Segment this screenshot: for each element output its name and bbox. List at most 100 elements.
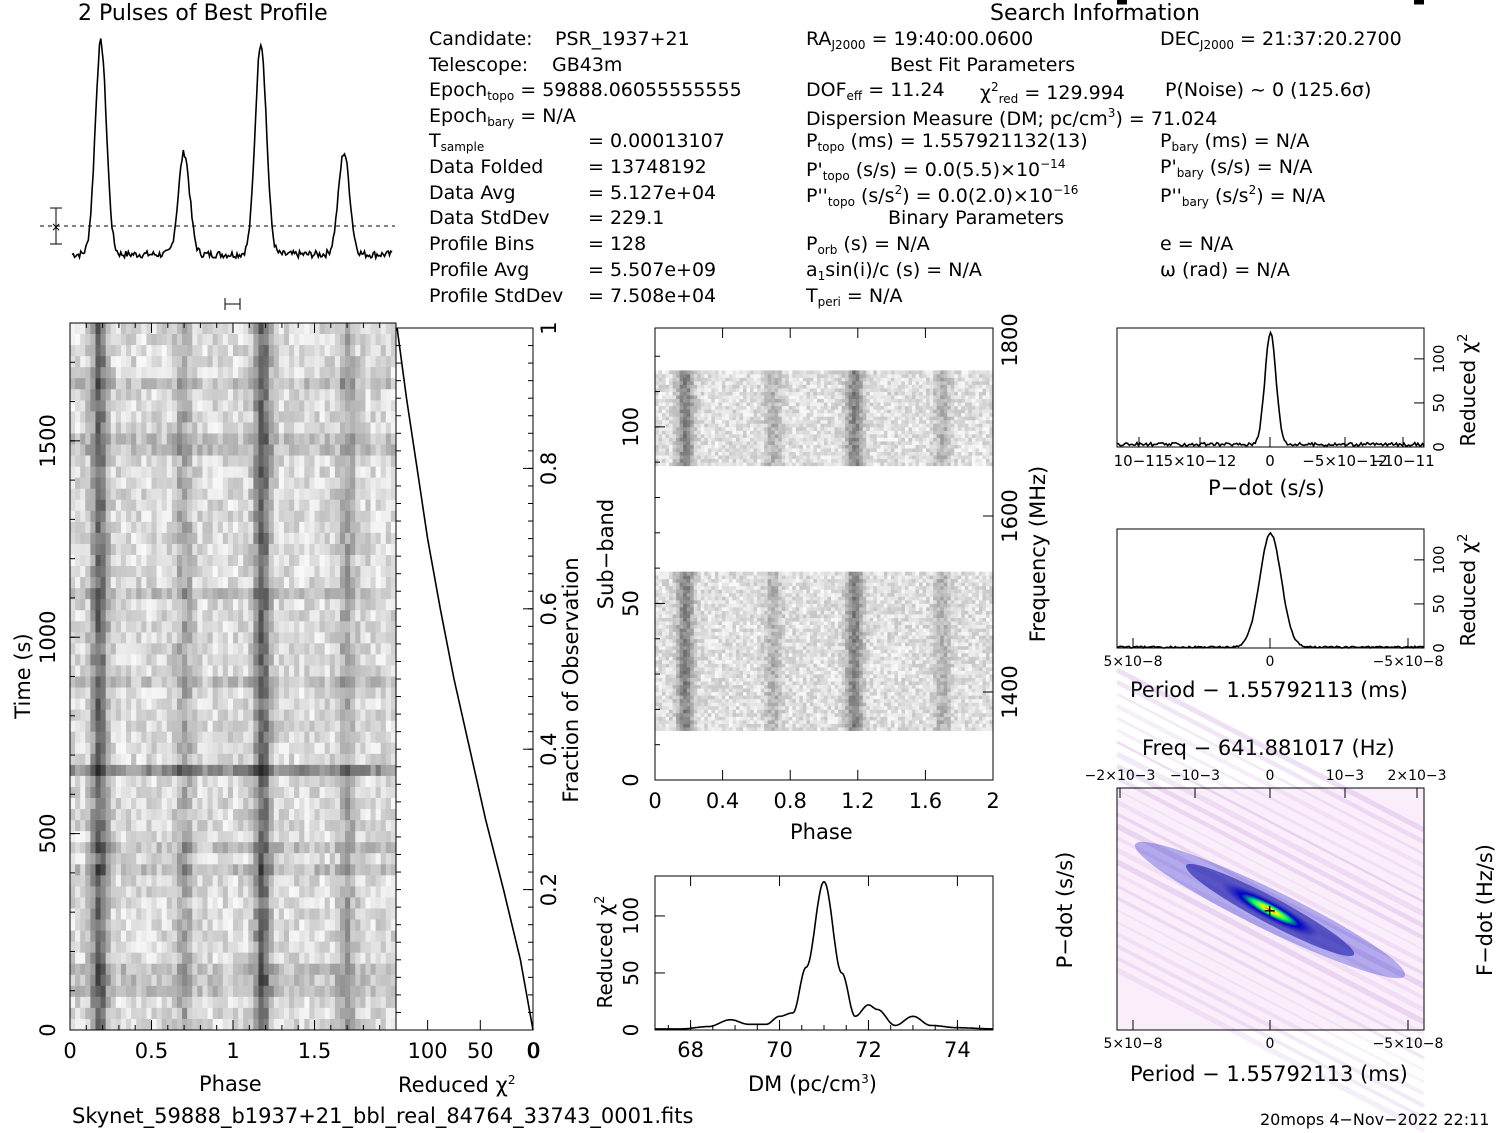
heatmap-cell <box>268 356 275 368</box>
heatmap-cell <box>365 532 371 545</box>
heatmap-cell <box>95 510 101 523</box>
heatmap-cell <box>192 897 198 909</box>
heatmap-cell <box>360 654 366 666</box>
heatmap-cell <box>380 389 387 401</box>
heatmap-cell <box>176 853 183 865</box>
heatmap-cell <box>258 632 264 644</box>
subband-cell <box>785 723 790 728</box>
heatmap-cell <box>141 786 147 799</box>
heatmap-cell <box>289 466 295 479</box>
heatmap-cell <box>120 875 127 887</box>
subband-cell <box>735 712 740 717</box>
heatmap-cell <box>166 599 173 611</box>
heatmap-cell <box>304 389 310 401</box>
heatmap-cell <box>115 1007 122 1020</box>
heatmap-cell <box>166 488 173 501</box>
heatmap-cell <box>156 488 163 501</box>
heatmap-cell <box>212 698 219 711</box>
heatmap-cell <box>233 709 239 722</box>
heatmap-cell <box>360 974 366 987</box>
heatmap-cell <box>283 731 290 744</box>
heatmap-cell <box>100 588 107 600</box>
heatmap-cell <box>294 400 300 412</box>
heatmap-cell <box>319 897 326 909</box>
heatmap-cell <box>263 820 270 832</box>
heatmap-cell <box>334 621 341 633</box>
heatmap-cell <box>90 532 96 545</box>
heatmap-cell <box>156 963 163 976</box>
heatmap-cell <box>182 842 188 854</box>
heatmap-cell <box>187 963 193 976</box>
heatmap-cell <box>176 665 183 677</box>
heatmap-cell <box>319 753 326 766</box>
heatmap-cell <box>355 886 361 898</box>
heatmap-cell <box>253 433 259 445</box>
heatmap-cell <box>115 742 122 755</box>
heatmap-cell <box>390 599 397 611</box>
heatmap-cell <box>141 599 147 611</box>
subband-cell <box>788 712 793 717</box>
heatmap-cell <box>263 742 270 755</box>
heatmap-cell <box>355 941 361 954</box>
subband-cell <box>866 723 871 728</box>
heatmap-cell <box>238 499 244 512</box>
heatmap-cell <box>345 643 351 655</box>
heatmap-cell <box>136 422 142 434</box>
heatmap-cell <box>146 798 152 810</box>
subband-cell <box>964 709 969 714</box>
heatmap-cell <box>253 400 259 412</box>
heatmap-cell <box>324 875 331 887</box>
heatmap-cell <box>380 875 387 887</box>
heatmap-cell <box>258 742 264 755</box>
heatmap-cell <box>75 687 81 699</box>
heatmap-cell <box>375 952 382 965</box>
subband-cell <box>859 705 864 710</box>
heatmap-cell <box>253 632 259 644</box>
heatmap-cell <box>380 963 387 976</box>
subband-cell <box>820 712 825 717</box>
heatmap-cell <box>233 809 239 821</box>
heatmap-cell <box>390 742 397 755</box>
heatmap-cell <box>268 908 275 920</box>
subband-cell <box>982 723 987 728</box>
heatmap-cell <box>278 610 285 622</box>
heatmap-cell <box>182 532 188 545</box>
heatmap-cell <box>90 831 96 843</box>
heatmap-cell <box>176 974 183 987</box>
heatmap-cell <box>95 665 101 677</box>
heatmap-cell <box>217 455 224 468</box>
heatmap-cell <box>294 775 300 788</box>
heatmap-cell <box>268 919 275 931</box>
subband-cell <box>940 709 945 714</box>
heatmap-cell <box>360 908 366 920</box>
heatmap-cell <box>85 532 91 545</box>
heatmap-cell <box>85 588 91 600</box>
heatmap-cell <box>375 654 382 666</box>
heatmap-cell <box>131 389 137 401</box>
heatmap-cell <box>304 974 310 987</box>
heatmap-cell <box>390 786 397 799</box>
heatmap-cell <box>350 378 356 390</box>
heatmap-cell <box>345 853 351 865</box>
heatmap-cell <box>233 378 239 390</box>
heatmap-cell <box>380 455 387 468</box>
heatmap-cell <box>187 798 193 810</box>
subband-cell <box>718 719 723 724</box>
heatmap-cell <box>263 367 270 379</box>
heatmap-cell <box>95 643 101 655</box>
subband-cell <box>707 723 712 728</box>
heatmap-cell <box>314 842 320 854</box>
heatmap-cell <box>146 422 152 434</box>
heatmap-cell <box>289 334 295 346</box>
subband-cell <box>869 719 874 724</box>
heatmap-cell <box>294 389 300 401</box>
heatmap-cell <box>222 764 229 777</box>
heatmap-cell <box>100 786 107 799</box>
heatmap-cell <box>380 687 387 699</box>
heatmap-cell <box>243 577 249 589</box>
heatmap-cell <box>238 853 244 865</box>
heatmap-cell <box>100 1018 107 1031</box>
heatmap-cell <box>324 422 331 434</box>
heatmap-cell <box>115 334 122 346</box>
heatmap-cell <box>192 963 198 976</box>
